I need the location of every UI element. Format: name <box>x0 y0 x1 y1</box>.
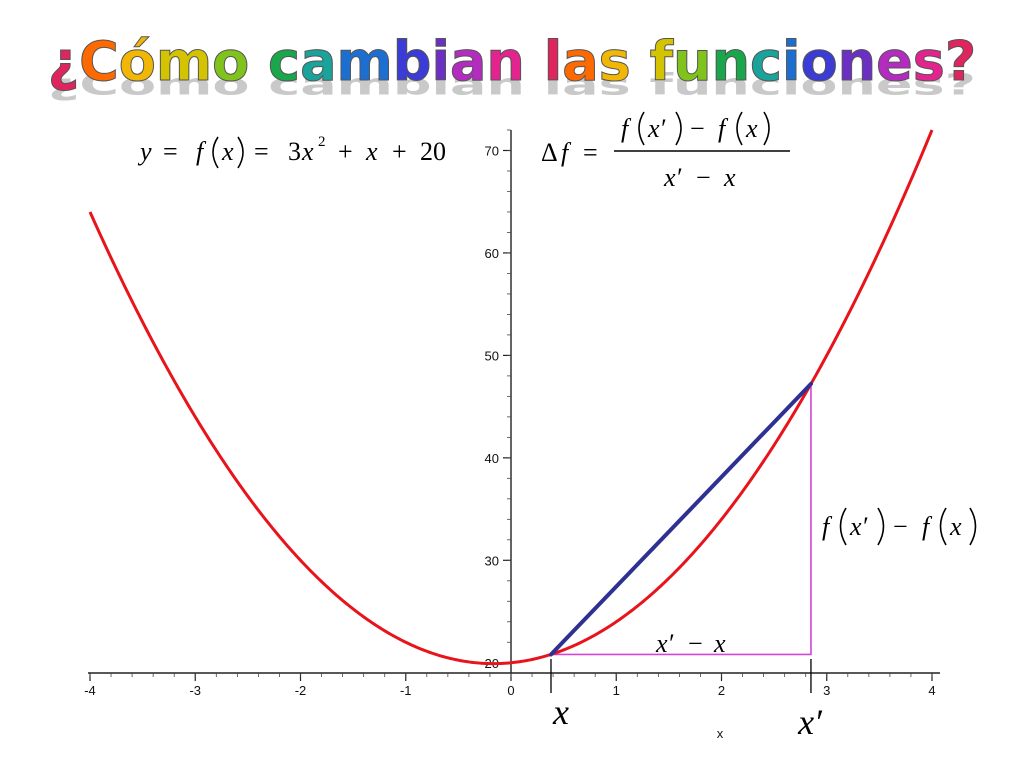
formula-term2: x <box>365 137 378 166</box>
axes: -4 -3 -2 -1 0 1 2 3 4 20 30 40 50 60 70 x <box>84 129 940 741</box>
delta-eq: = <box>583 138 598 167</box>
delta-f: f <box>561 138 572 167</box>
rise-arg1: x′ <box>849 512 868 541</box>
rise-label: f x′ − f x <box>822 507 977 546</box>
num-paren-right-2 <box>763 111 770 146</box>
rise-arg2: x <box>949 512 962 541</box>
num-paren-right-1 <box>675 111 682 146</box>
run-label: x′ − x <box>655 629 726 658</box>
delta-symbol: Δ <box>541 138 558 167</box>
num-minus: − <box>690 114 705 143</box>
secant-line <box>548 381 813 657</box>
num-f2: f <box>718 114 729 143</box>
rise-paren-left-2 <box>939 507 947 546</box>
run-a: x′ <box>655 629 674 658</box>
formula-paren-left <box>212 136 219 169</box>
y-tick-label: 70 <box>485 143 499 158</box>
den-b: x <box>723 163 736 192</box>
x-tick-label: 1 <box>613 683 620 698</box>
rise-f2: f <box>922 512 933 541</box>
x-tick-label: -2 <box>295 683 307 698</box>
x-tick-label: -1 <box>400 683 412 698</box>
num-arg2: x <box>745 114 758 143</box>
den-minus: − <box>696 163 711 192</box>
page-title: ¿Cómo cambian las funciones? <box>48 30 976 93</box>
formula-const: 20 <box>420 137 446 166</box>
y-tick-label: 50 <box>485 348 499 363</box>
num-paren-left-2 <box>736 111 743 146</box>
num-f1: f <box>621 114 632 143</box>
x-tick-label: 0 <box>507 683 514 698</box>
formula-exp: 2 <box>318 134 326 150</box>
formula-coef: 3 <box>288 137 301 166</box>
formula-plus2: + <box>392 137 407 166</box>
formula-plus1: + <box>338 137 353 166</box>
formula-eq1: = <box>163 137 178 166</box>
x-ticks: -4 -3 -2 -1 0 1 2 3 4 <box>84 673 936 698</box>
delta-formula: Δ f = f x′ − f x x′ − x <box>541 111 790 192</box>
x-tick-label: 4 <box>928 683 935 698</box>
formula-f: f <box>196 137 207 166</box>
x-tick-label: -3 <box>189 683 201 698</box>
y-tick-label: 40 <box>485 451 499 466</box>
formula-eq2: = <box>254 137 269 166</box>
function-formula: y = f x = 3 x 2 + x + 20 <box>137 134 446 169</box>
formula-var: x <box>301 137 314 166</box>
rise-f1: f <box>822 512 833 541</box>
page-title-shadow: ¿Cómo cambian las funciones? <box>48 68 976 102</box>
x-tick-label: -4 <box>84 683 96 698</box>
rise-minus: − <box>893 512 908 541</box>
point-label-x: x <box>552 692 569 732</box>
rise-paren-right-1 <box>877 507 885 546</box>
formula-lhs: y <box>137 137 152 166</box>
num-arg1: x′ <box>647 114 666 143</box>
num-paren-left-1 <box>638 111 645 146</box>
formula-paren-right <box>237 136 244 169</box>
function-curve <box>88 129 934 666</box>
y-tick-label: 30 <box>485 553 499 568</box>
den-a: x′ <box>663 163 682 192</box>
rise-paren-right-2 <box>969 507 977 546</box>
run-rise-triangle <box>550 383 812 656</box>
y-tick-label: 60 <box>485 246 499 261</box>
formula-arg: x <box>221 137 234 166</box>
x-axis-label: x <box>717 726 724 741</box>
point-label-x-prime: x′ <box>797 702 823 742</box>
run-minus: − <box>688 629 703 658</box>
rise-paren-left-1 <box>839 507 847 546</box>
x-tick-label: 3 <box>823 683 830 698</box>
x-tick-label: 2 <box>718 683 725 698</box>
run-b: x <box>713 629 726 658</box>
